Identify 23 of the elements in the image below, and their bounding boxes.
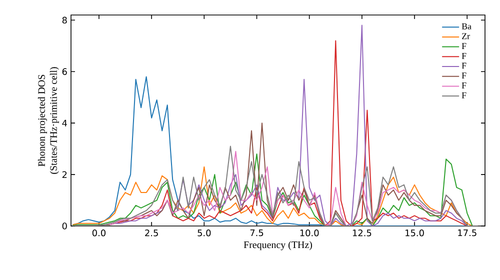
x-tick-label: 5.0 [198, 230, 211, 236]
legend-label: F [462, 82, 466, 88]
legend-label: F [462, 62, 466, 69]
legend-label: F [462, 43, 466, 49]
legend-label: Zr [462, 33, 470, 40]
x-tick-label: 2.5 [145, 230, 158, 236]
x-tick-label: 12.5 [352, 230, 372, 236]
x-axis-title: Frequency (THz) [244, 241, 312, 250]
legend-label: F [462, 72, 466, 79]
x-tick-label: 17.5 [458, 230, 476, 236]
legend-label: F [462, 52, 466, 59]
y-tick-label: 8 [62, 16, 67, 24]
x-tick-label: 10.0 [300, 230, 319, 236]
x-tick-label: 7.5 [250, 230, 264, 236]
y-tick-label: 0 [62, 222, 67, 230]
y-axis-title: Phonon projected DOS (States/THz·primitive cell) [38, 67, 59, 174]
x-tick-label: 0.0 [92, 230, 106, 236]
legend-label: Ba [462, 23, 472, 30]
y-tick-label: 4 [62, 120, 67, 126]
y-tick-label: 6 [62, 68, 67, 76]
legend-label: F [462, 92, 466, 98]
x-tick-label: 15.0 [406, 230, 424, 236]
y-tick-label: 2 [62, 171, 67, 178]
